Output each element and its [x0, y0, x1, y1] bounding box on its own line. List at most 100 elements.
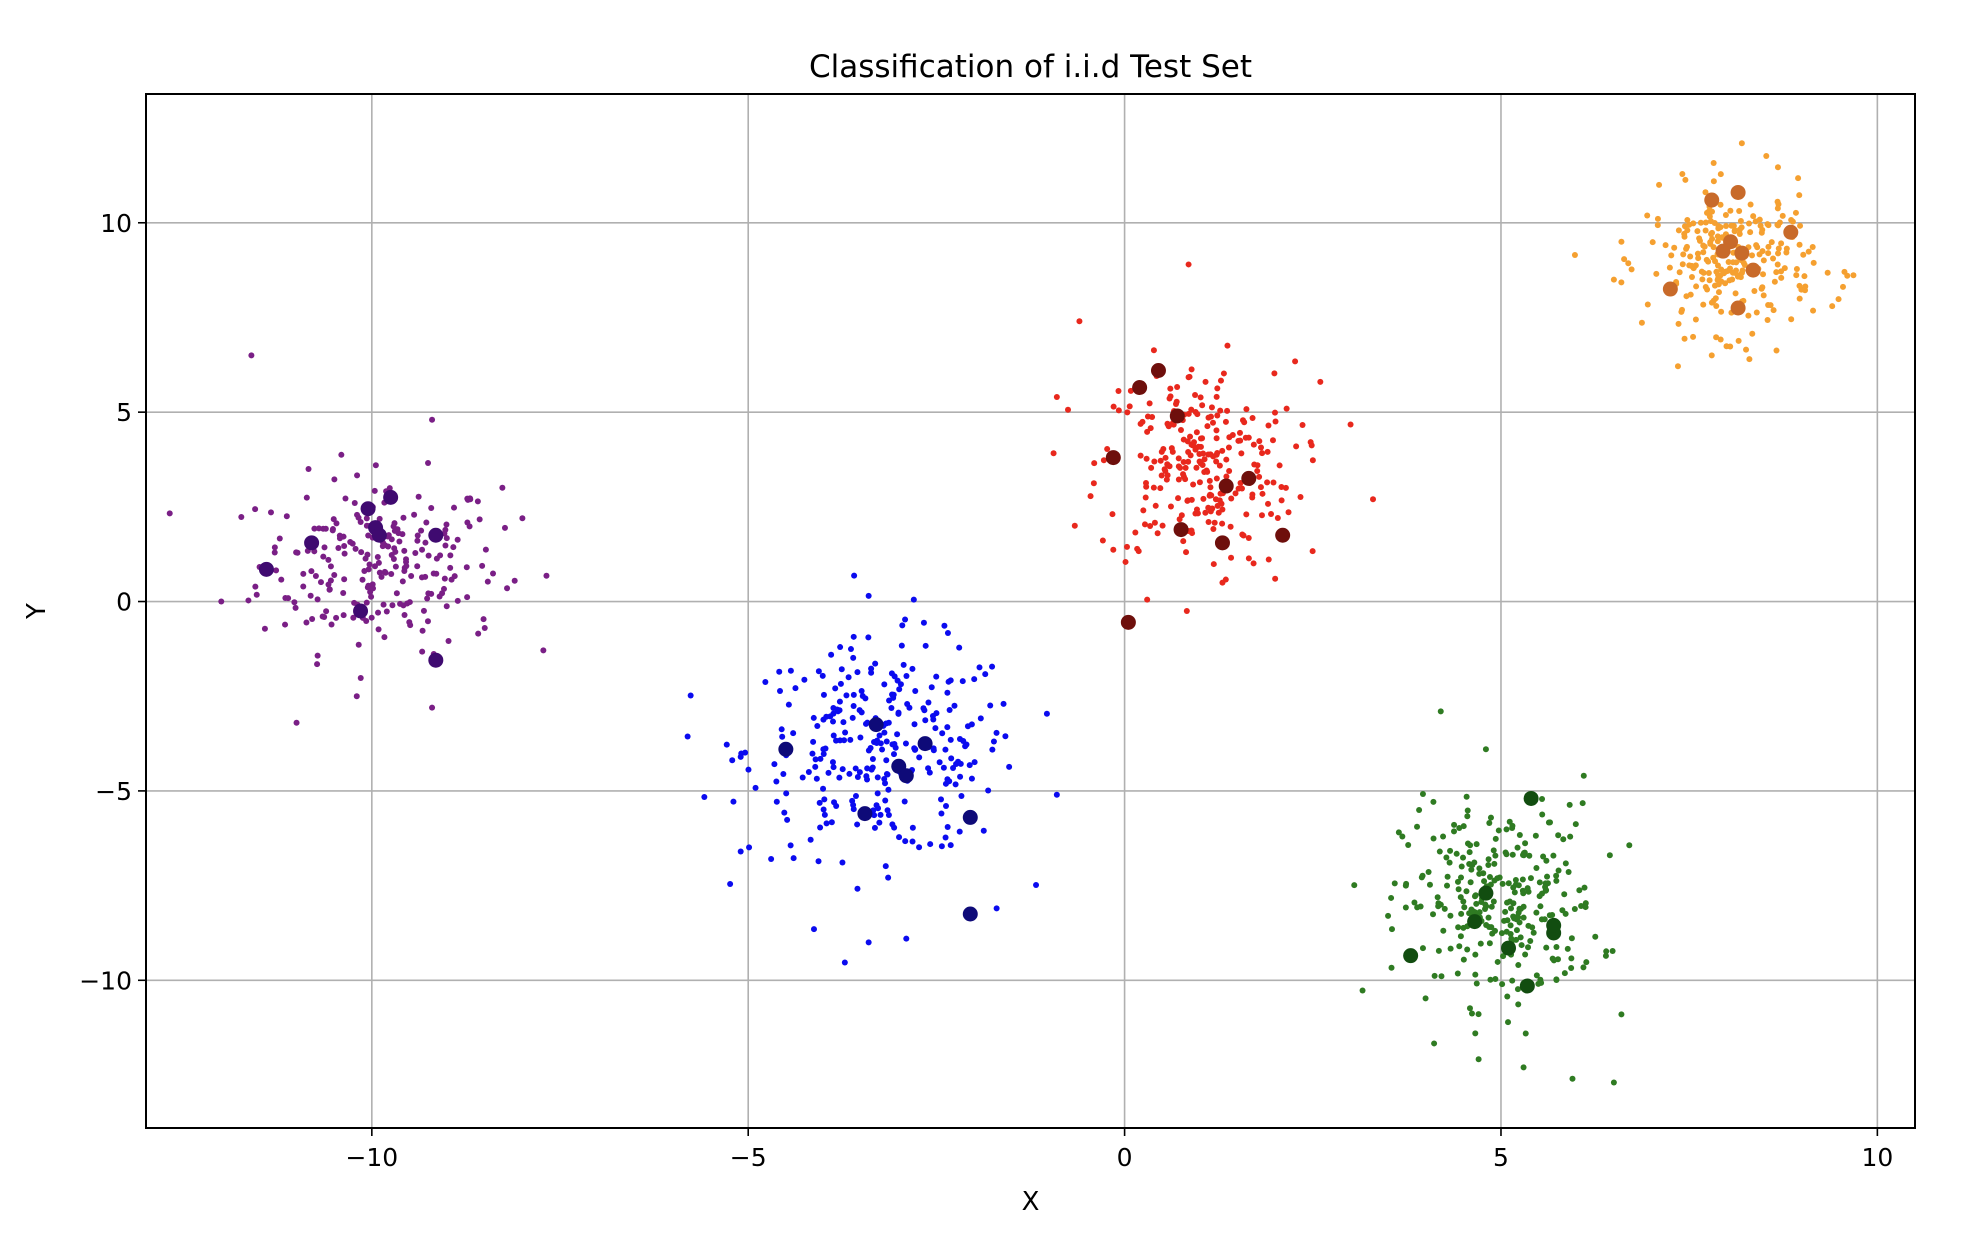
data-point [1159, 522, 1166, 529]
data-point [253, 591, 260, 598]
data-point [1278, 483, 1285, 490]
data-point [1188, 527, 1195, 534]
data-point [1625, 260, 1632, 267]
data-point [340, 612, 347, 619]
data-point [871, 812, 878, 819]
data-point [543, 572, 550, 579]
data-point [1237, 437, 1244, 444]
data-point [1447, 945, 1454, 952]
data-point [1182, 464, 1189, 471]
scatter-points [166, 140, 1857, 1086]
data-point [779, 733, 786, 740]
data-point [1770, 255, 1777, 262]
data-point [1666, 264, 1673, 271]
data-point [1259, 450, 1266, 457]
data-point [1722, 280, 1729, 287]
data-point [989, 746, 996, 753]
data-point [1259, 490, 1266, 497]
data-point [1276, 462, 1283, 469]
data-point [1568, 955, 1575, 962]
data-point [1710, 254, 1717, 261]
data-point [368, 593, 375, 600]
data-point [1503, 928, 1510, 935]
data-point [910, 596, 917, 603]
data-point [1152, 502, 1159, 509]
data-point [911, 721, 918, 728]
data-point [1473, 980, 1480, 987]
data-point [484, 578, 491, 585]
data-point [479, 562, 486, 569]
data-point [424, 618, 431, 625]
data-point [838, 666, 845, 673]
data-point [1549, 955, 1556, 962]
data-point [1405, 842, 1412, 849]
data-point [776, 688, 783, 695]
data-point [1467, 842, 1474, 849]
data-point [166, 510, 173, 517]
data-point [1502, 908, 1509, 915]
data-point [1779, 212, 1786, 219]
data-point [475, 630, 482, 637]
data-point [245, 597, 252, 604]
data-point [1243, 406, 1250, 413]
data-point [916, 754, 923, 761]
data-point [1793, 272, 1800, 279]
data-point [1675, 320, 1682, 327]
data-point [414, 532, 421, 539]
data-point [1444, 882, 1451, 889]
data-point [911, 746, 918, 753]
data-point [1187, 433, 1194, 440]
data-point [1519, 876, 1526, 883]
data-point [891, 673, 898, 680]
data-point [1535, 980, 1542, 987]
data-point [1517, 905, 1524, 912]
data-point [1274, 515, 1281, 522]
data-point [451, 573, 458, 580]
data-point [305, 465, 312, 472]
data-point [1778, 240, 1785, 247]
data-point [1628, 266, 1635, 273]
data-point [1654, 215, 1661, 222]
cluster-2 [684, 572, 1060, 966]
data-point [944, 689, 951, 696]
chart-title: Classification of i.i.d Test Set [809, 49, 1252, 85]
y-tick-label: −5 [95, 777, 132, 806]
data-point [375, 626, 382, 633]
data-point [1688, 273, 1695, 280]
data-point [354, 472, 361, 479]
data-point [1468, 1010, 1475, 1017]
data-point [1683, 245, 1690, 252]
data-point [1739, 267, 1746, 274]
data-point [414, 563, 421, 570]
data-point [317, 579, 324, 586]
data-point [847, 736, 854, 743]
data-point [1581, 884, 1588, 891]
data-point [1132, 529, 1139, 536]
data-point [1503, 826, 1510, 833]
data-point [1453, 850, 1460, 857]
data-point [381, 568, 388, 575]
x-tick-label: −10 [345, 1143, 398, 1172]
data-point [419, 648, 426, 655]
data-point [854, 669, 861, 676]
data-point [1460, 898, 1467, 905]
data-point [1693, 283, 1700, 290]
x-tick-label: 10 [1861, 1143, 1893, 1172]
data-point [820, 691, 827, 698]
highlighted-point [258, 561, 274, 577]
data-point [837, 680, 844, 687]
data-point [687, 692, 694, 699]
data-point [504, 585, 511, 592]
data-point [904, 700, 911, 707]
data-point [865, 634, 872, 641]
data-point [1199, 402, 1206, 409]
data-point [1144, 428, 1151, 435]
data-point [1707, 239, 1714, 246]
data-point [1765, 243, 1772, 250]
data-point [1688, 262, 1695, 269]
data-point [1053, 394, 1060, 401]
data-point [1510, 884, 1517, 891]
data-point [852, 793, 859, 800]
data-point [1511, 889, 1518, 896]
data-point [823, 820, 830, 827]
